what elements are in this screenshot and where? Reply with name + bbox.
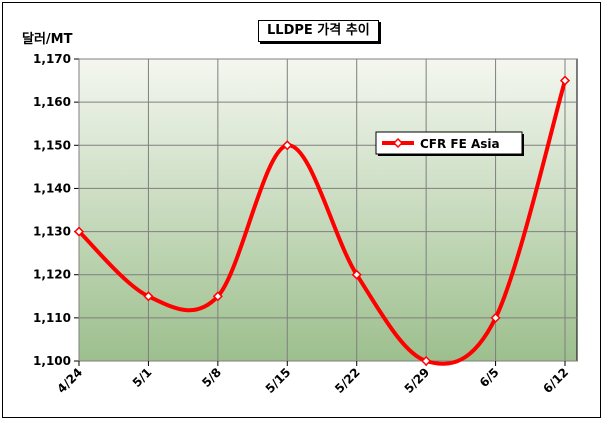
data-point-marker xyxy=(421,355,432,367)
data-point-marker xyxy=(559,75,571,86)
legend-label: CFR FE Asia xyxy=(420,137,500,151)
y-tick-label: 1,100 xyxy=(33,354,71,368)
data-point-marker xyxy=(212,291,223,302)
x-tick-label: 6/12 xyxy=(540,365,571,396)
x-tick-label: 6/5 xyxy=(477,365,502,390)
y-tick-label: 1,140 xyxy=(33,181,71,195)
y-tick-label: 1,120 xyxy=(33,268,71,282)
x-tick-label: 5/1 xyxy=(130,365,155,390)
series-line-cfr-fe-asia xyxy=(77,80,567,366)
legend-marker-swatch xyxy=(392,137,404,149)
chart-title: LLDPE 가격 추이 xyxy=(258,20,379,42)
y-tick-label: 1,130 xyxy=(33,225,71,239)
y-axis-label: 달러/MT xyxy=(22,32,73,47)
legend-box xyxy=(375,131,523,155)
x-tick-label: 5/22 xyxy=(332,365,363,396)
x-tick-label: 5/15 xyxy=(263,365,294,396)
y-tick-label: 1,160 xyxy=(33,95,71,109)
x-tick-label: 5/29 xyxy=(402,365,433,396)
data-point-marker xyxy=(490,312,501,323)
data-point-marker xyxy=(143,291,154,302)
x-tick-label: 4/24 xyxy=(54,365,85,396)
y-tick-label: 1,150 xyxy=(33,138,71,152)
data-point-marker xyxy=(73,226,85,237)
y-tick-label: 1,170 xyxy=(33,52,71,66)
data-point-marker xyxy=(282,140,293,151)
x-tick-label: 5/8 xyxy=(199,365,224,390)
data-point-marker xyxy=(351,269,362,280)
y-tick-label: 1,110 xyxy=(33,311,71,325)
